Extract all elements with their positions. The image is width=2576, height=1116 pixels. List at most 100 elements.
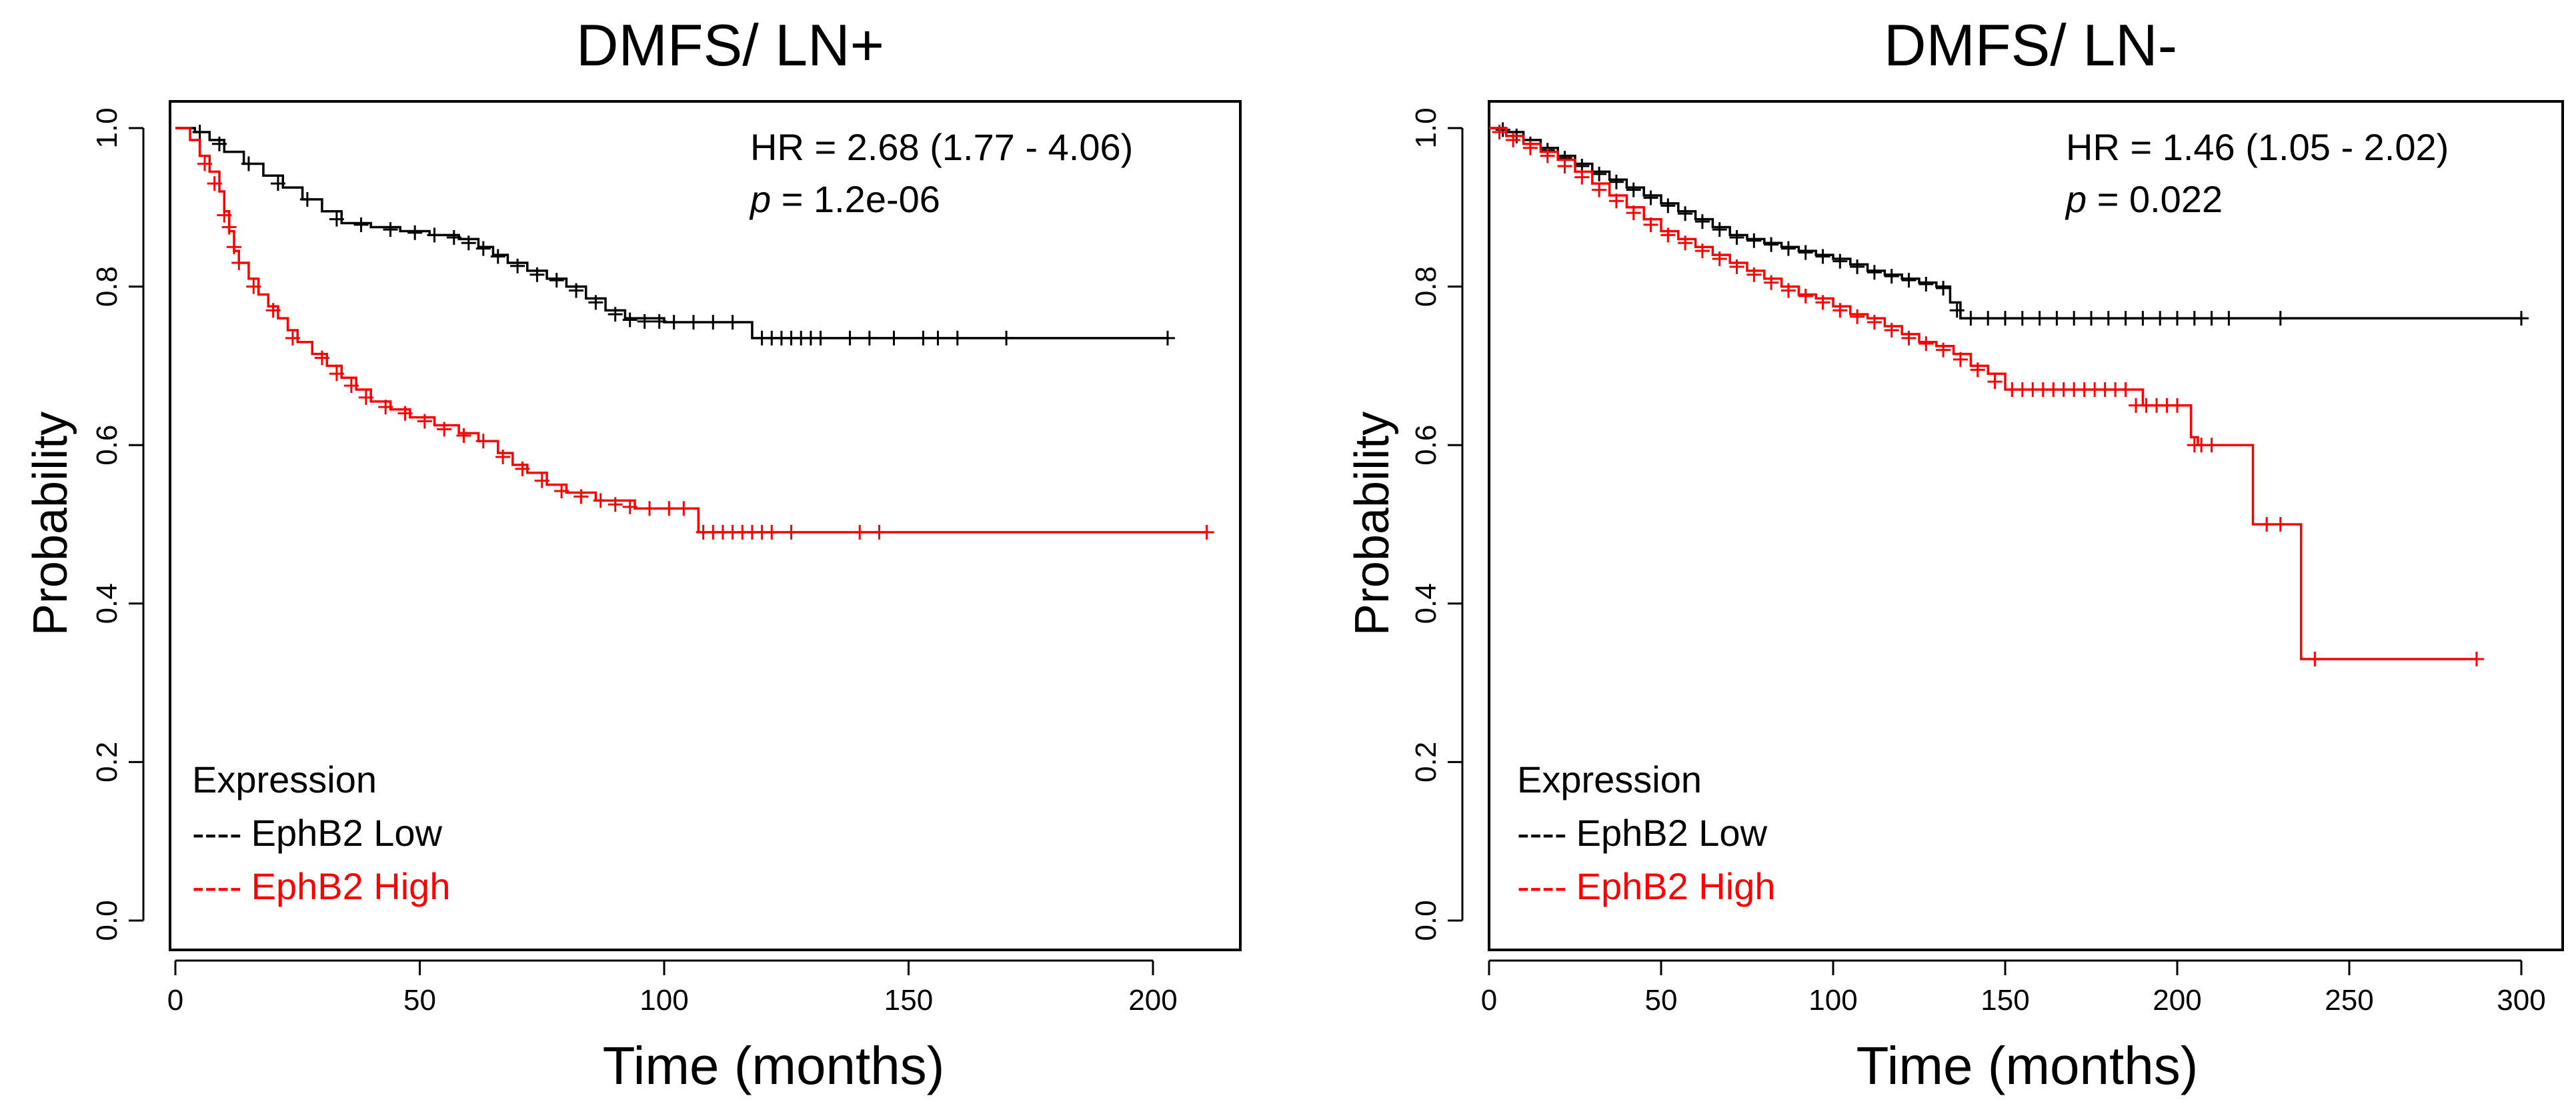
- censor-mark: [1866, 315, 1882, 330]
- censor-mark: [461, 235, 476, 251]
- censor-mark: [588, 295, 603, 310]
- p-number: = 0.022: [2087, 178, 2223, 220]
- legend-entry-low: ---- EphB2 Low: [192, 812, 443, 854]
- plot-frame: [1488, 100, 2564, 951]
- y-tick-label: 0.2: [91, 742, 123, 782]
- censor-mark: [2170, 398, 2185, 413]
- censor-mark: [1998, 311, 2013, 326]
- censor-mark: [862, 330, 877, 346]
- y-tick-label: 0.2: [1410, 742, 1442, 782]
- censor-mark: [1936, 342, 1951, 358]
- chart-panel-ln-positive: DMFS/ LN+ 0.0 0.2 0.4 0.6 0.8 1.0 0 50 100 150 20…: [24, 12, 1242, 1095]
- x-tick-label: 250: [2325, 984, 2373, 1017]
- p-label: p: [2065, 178, 2087, 220]
- censor-mark: [1987, 374, 2003, 390]
- legend-label-low: EphB2 Low: [251, 812, 443, 854]
- censor-mark: [1660, 227, 1676, 243]
- censor-mark: [2032, 311, 2047, 326]
- censor-mark: [1660, 198, 1676, 213]
- censor-mark: [437, 422, 452, 437]
- legend-entry-low: ---- EphB2 Low: [1517, 812, 1768, 854]
- censor-mark: [211, 136, 227, 151]
- censor-mark: [2514, 311, 2529, 326]
- censor-mark: [314, 350, 329, 366]
- legend-title: Expression: [1517, 758, 1702, 800]
- censor-mark: [1608, 174, 1624, 189]
- censor-mark: [1918, 277, 1934, 292]
- legend-title: Expression: [192, 758, 377, 800]
- chart-title: DMFS/ LN+: [576, 12, 884, 78]
- censor-mark: [607, 497, 623, 512]
- censor-mark: [1981, 311, 1996, 326]
- censor-mark: [285, 330, 300, 346]
- p-label: p: [749, 178, 771, 220]
- censor-mark: [999, 330, 1014, 346]
- censor-mark: [1746, 233, 1762, 248]
- censor-mark: [397, 406, 413, 421]
- censor-mark: [1953, 352, 1968, 367]
- censor-mark: [456, 428, 471, 443]
- censor-mark: [652, 314, 667, 329]
- censor-mark: [1815, 249, 1830, 264]
- censor-mark: [1764, 275, 1779, 290]
- censor-mark: [1492, 124, 1507, 139]
- censor-mark: [378, 400, 393, 415]
- censor-mark: [764, 524, 780, 540]
- legend-marker-low: ----: [1517, 812, 1567, 854]
- censor-mark: [1729, 259, 1744, 274]
- censor-mark: [2273, 311, 2288, 326]
- censor-mark: [1712, 222, 1727, 237]
- censor-mark: [329, 211, 344, 227]
- censor-mark: [1798, 288, 1813, 304]
- censor-mark: [1694, 243, 1710, 259]
- legend-label-high: EphB2 High: [251, 865, 451, 907]
- censor-mark: [1832, 303, 1848, 318]
- y-tick-label: 1.0: [1410, 107, 1442, 148]
- censor-mark: [1626, 182, 1641, 197]
- censor-mark: [662, 501, 677, 516]
- censor-mark: [593, 493, 608, 508]
- p-value: p = 1.2e-06: [749, 178, 940, 220]
- censor-mark: [1522, 140, 1538, 155]
- x-axis: 0 50 100 150 200 250 300: [1481, 959, 2546, 1017]
- censor-mark: [1626, 205, 1641, 221]
- legend: Expression ---- EphB2 Low ---- EphB2 High: [1517, 758, 1775, 907]
- censor-mark: [358, 390, 373, 405]
- x-tick-label: 200: [1128, 984, 1177, 1017]
- censor-mark: [226, 239, 241, 255]
- censor-mark: [1678, 235, 1693, 251]
- censor-mark: [607, 307, 623, 322]
- censor-mark: [1495, 122, 1510, 137]
- y-axis-label: Probability: [24, 412, 77, 636]
- censor-mark: [2067, 311, 2082, 326]
- censor-mark: [417, 414, 432, 429]
- chart-title: DMFS/ LN-: [1884, 12, 2177, 78]
- censor-mark: [2049, 311, 2065, 326]
- censor-mark: [1918, 336, 1934, 352]
- series-low: [175, 124, 1175, 346]
- censor-mark: [2153, 311, 2168, 326]
- censor-mark: [813, 330, 828, 346]
- censor-mark: [725, 315, 740, 330]
- censor-mark: [1540, 148, 1555, 163]
- x-ticks: 0 50 100 150 200: [167, 961, 1178, 1017]
- censor-mark: [666, 315, 682, 330]
- x-axis: 0 50 100 150 200: [167, 959, 1178, 1017]
- legend-label-high: EphB2 High: [1576, 865, 1776, 907]
- censor-mark: [2118, 382, 2133, 398]
- x-ticks: 0 50 100 150 200 250 300: [1481, 961, 2546, 1017]
- x-axis-label: Time (months): [603, 1036, 945, 1095]
- y-tick-label: 1.0: [91, 107, 123, 148]
- y-tick-label: 0.0: [91, 900, 123, 941]
- y-tick-label: 0.6: [91, 425, 123, 466]
- censor-mark: [495, 450, 511, 465]
- censor-mark: [642, 501, 658, 516]
- censor-mark: [1712, 251, 1727, 267]
- x-tick-label: 100: [1808, 984, 1857, 1017]
- censor-mark: [852, 524, 868, 540]
- censor-mark: [475, 434, 491, 449]
- legend-marker-high: ----: [1517, 865, 1567, 907]
- censor-mark: [1901, 273, 1916, 288]
- y-tick-label: 0.4: [1410, 583, 1442, 624]
- censor-mark: [270, 176, 285, 191]
